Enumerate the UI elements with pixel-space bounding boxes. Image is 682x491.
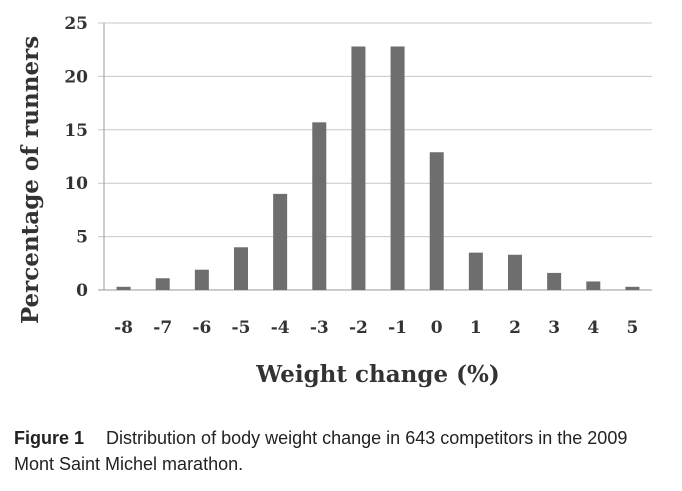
y-tick-labels: 0 5 10 15 20 25 bbox=[64, 14, 88, 301]
x-tick-label: -2 bbox=[349, 318, 368, 338]
bar bbox=[273, 193, 288, 290]
bar bbox=[508, 254, 522, 290]
bar bbox=[468, 252, 483, 290]
x-tick-label: -6 bbox=[192, 318, 211, 338]
y-tick-label: 5 bbox=[76, 228, 88, 248]
x-tick-label: 3 bbox=[548, 318, 560, 338]
x-axis-title: Weight change (%) bbox=[255, 361, 499, 388]
bar bbox=[625, 286, 640, 290]
bar bbox=[234, 247, 248, 290]
caption-text: Distribution of body weight change in 64… bbox=[14, 428, 628, 474]
x-tick-label: 4 bbox=[587, 318, 599, 338]
bar bbox=[547, 272, 562, 290]
bar bbox=[312, 122, 327, 290]
grid-lines bbox=[98, 22, 652, 291]
x-tick-label: -7 bbox=[153, 318, 172, 338]
bars bbox=[116, 46, 640, 290]
caption-label: Figure 1 bbox=[14, 428, 85, 448]
y-axis-title: Percentage of runners bbox=[17, 36, 44, 324]
y-tick-label: 20 bbox=[64, 67, 88, 87]
x-tick-label: -4 bbox=[271, 318, 290, 338]
x-tick-label: -8 bbox=[114, 318, 133, 338]
y-tick-label: 10 bbox=[64, 174, 88, 194]
y-tick-label: 15 bbox=[64, 121, 88, 141]
figure-caption: Figure 1 Distribution of body weight chan… bbox=[14, 425, 664, 477]
bar bbox=[155, 278, 170, 290]
bar bbox=[586, 281, 601, 290]
x-tick-label: -3 bbox=[310, 318, 329, 338]
x-tick-label: 5 bbox=[627, 318, 639, 338]
x-tick-label: -5 bbox=[232, 318, 251, 338]
y-tick-label: 25 bbox=[64, 14, 88, 34]
bar bbox=[390, 46, 405, 290]
bar bbox=[116, 286, 131, 290]
bar bbox=[194, 269, 209, 290]
x-tick-label: 2 bbox=[509, 318, 521, 338]
bar bbox=[351, 46, 366, 290]
y-tick-label: 0 bbox=[76, 281, 88, 301]
x-tick-label: 0 bbox=[431, 318, 443, 338]
x-tick-labels: -8 -7 -6 -5 -4 -3 -2 -1 0 1 2 3 4 5 bbox=[114, 318, 638, 338]
bar bbox=[429, 152, 444, 290]
bar-chart: 0 5 10 15 20 25 -8 -7 -6 -5 -4 -3 -2 -1 0 1 2 3 4 5 Weight… bbox=[17, 14, 652, 388]
x-tick-label: -1 bbox=[388, 318, 407, 338]
x-tick-label: 1 bbox=[470, 318, 482, 338]
